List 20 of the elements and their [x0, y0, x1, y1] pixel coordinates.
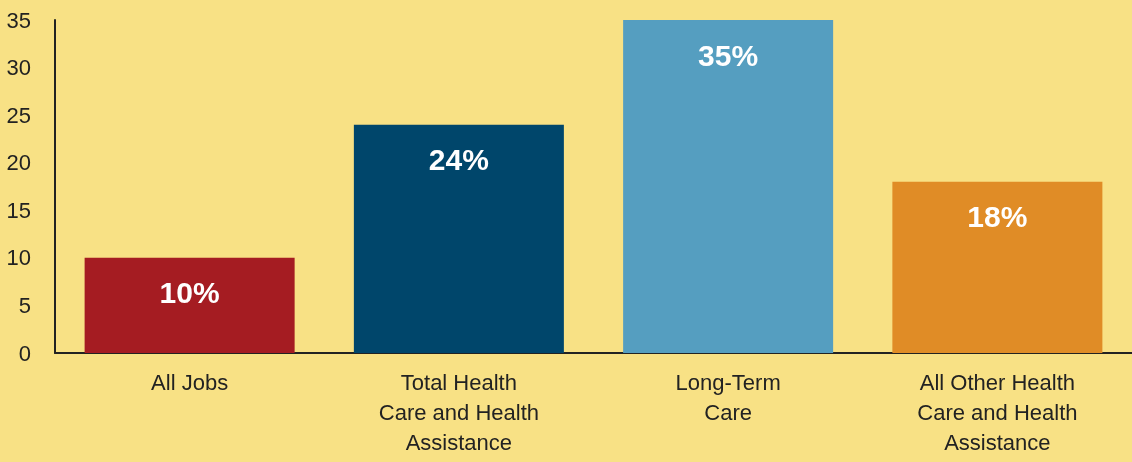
- bar: [84, 257, 295, 353]
- y-tick-label: 10: [6, 245, 31, 271]
- y-tick-label: 15: [6, 197, 31, 223]
- x-tick-label: Total Health Care and Health Assistance: [378, 369, 539, 455]
- bar: [892, 181, 1103, 353]
- bar: [623, 20, 834, 353]
- y-tick-label: 30: [6, 55, 31, 81]
- x-tick-label: All Other Health Care and Health Assistance: [917, 369, 1078, 455]
- data-label: 18%: [967, 200, 1028, 234]
- data-label: 35%: [698, 38, 759, 72]
- data-label: 24%: [428, 143, 489, 177]
- y-tick-label: 5: [18, 292, 31, 318]
- x-tick-label: Long-Term Care: [675, 369, 781, 425]
- data-label: 10%: [159, 276, 220, 310]
- y-tick-label: 35: [6, 7, 31, 33]
- y-tick-label: 20: [6, 150, 31, 176]
- y-tick-label: 0: [18, 340, 31, 366]
- x-tick-label: All Jobs: [151, 369, 229, 395]
- y-tick-label: 25: [6, 102, 31, 128]
- bar: [353, 124, 564, 353]
